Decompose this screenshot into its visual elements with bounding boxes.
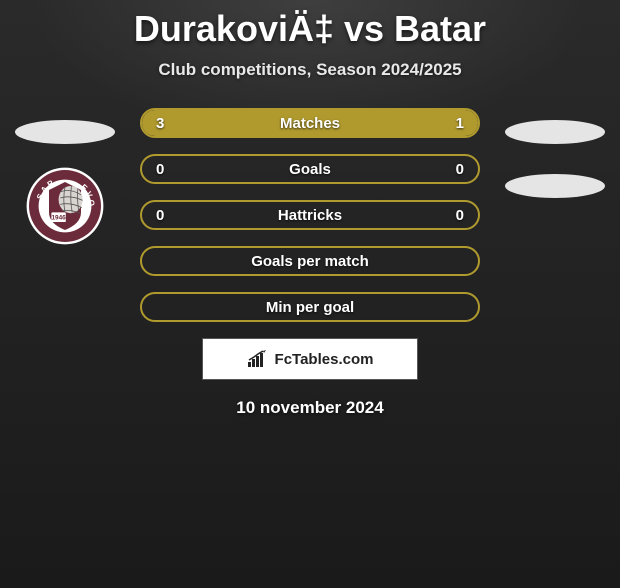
stat-row: Min per goal [140,292,480,322]
player-left-placeholder [15,120,115,144]
subtitle: Club competitions, Season 2024/2025 [10,60,610,80]
stat-label: Matches [142,115,478,132]
player-right-placeholder-1 [505,120,605,144]
club-logo-left: 1946 S A R E V O [25,166,105,246]
stat-row: 00Goals [140,154,480,184]
stat-row: 00Hattricks [140,200,480,230]
comparison-content: 1946 S A R E V O 31Matches 00Goals 00Hattr… [10,108,610,418]
stat-label: Hattricks [142,207,478,224]
attribution-text: FcTables.com [275,351,374,368]
player-right-placeholder-2 [505,174,605,198]
stat-label: Goals per match [142,253,478,270]
attribution-badge[interactable]: FcTables.com [202,338,418,380]
stat-row: Goals per match [140,246,480,276]
stat-label: Goals [142,161,478,178]
player-left-column: 1946 S A R E V O [10,108,120,246]
page-title: DurakoviÄ‡ vs Batar [10,8,610,50]
date-text: 10 november 2024 [10,398,610,418]
stat-row: 31Matches [140,108,480,138]
player-right-column [500,108,610,198]
stats-container: 31Matches 00Goals 00Hattricks Goals per mat… [140,108,480,322]
svg-text:1946: 1946 [51,215,66,222]
chart-icon [247,350,269,368]
stat-label: Min per goal [142,299,478,316]
